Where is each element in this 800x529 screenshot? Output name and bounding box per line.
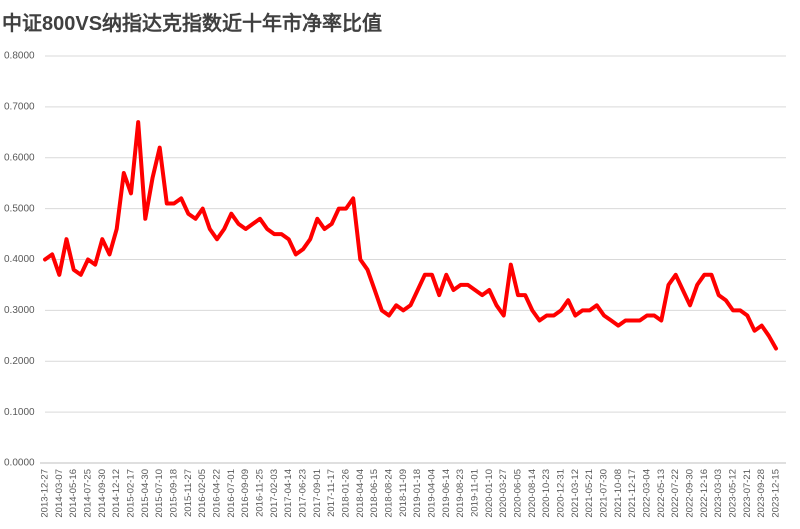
x-tick-label: 2014-03-07 bbox=[54, 469, 65, 518]
x-tick-label: 2023-03-03 bbox=[713, 469, 724, 518]
y-tick-label: 0.0000 bbox=[4, 458, 35, 469]
x-tick-label: 2014-12-12 bbox=[111, 469, 122, 518]
x-tick-label: 2016-11-25 bbox=[255, 469, 266, 517]
chart-title: 中证800VS纳指达克指数近十年市净率比值 bbox=[2, 11, 382, 35]
x-tick-label: 2022-09-30 bbox=[685, 469, 696, 518]
x-tick-label: 2019-01-18 bbox=[412, 469, 423, 518]
x-tick-label: 2017-02-03 bbox=[269, 469, 280, 518]
y-tick-label: 0.4000 bbox=[4, 254, 35, 265]
x-tick-label: 2017-11-17 bbox=[326, 469, 337, 517]
x-tick-label: 2019-06-14 bbox=[441, 469, 452, 518]
x-tick-label: 2019-04-04 bbox=[427, 469, 438, 518]
x-tick-label: 2020-10-23 bbox=[541, 469, 552, 518]
x-tick-label: 2021-10-08 bbox=[613, 469, 624, 518]
x-tick-label: 2019-11-01 bbox=[470, 469, 481, 517]
x-tick-label: 2016-09-09 bbox=[240, 469, 251, 518]
y-tick-label: 0.5000 bbox=[4, 203, 35, 214]
x-tick-label: 2015-07-10 bbox=[154, 469, 165, 518]
y-tick-label: 0.6000 bbox=[4, 152, 35, 163]
x-tick-label: 2015-09-18 bbox=[169, 469, 180, 518]
x-tick-label: 2019-08-23 bbox=[455, 469, 466, 518]
y-tick-label: 0.1000 bbox=[4, 407, 35, 418]
x-tick-label: 2021-07-30 bbox=[599, 469, 610, 518]
x-tick-label: 2023-12-15 bbox=[771, 469, 782, 518]
data-line bbox=[43, 120, 778, 351]
x-tick-label: 2017-06-23 bbox=[298, 469, 309, 518]
x-tick-label: 2020-08-14 bbox=[527, 469, 538, 518]
x-tick-label: 2015-11-27 bbox=[183, 469, 194, 517]
x-tick-label: 2018-08-24 bbox=[384, 469, 395, 518]
x-tick-label: 2017-04-14 bbox=[283, 469, 294, 518]
x-tick-label: 2021-12-17 bbox=[627, 469, 638, 518]
x-tick-label: 2013-12-27 bbox=[40, 469, 51, 518]
x-tick-label: 2020-03-27 bbox=[498, 469, 509, 518]
x-tick-label: 2022-07-22 bbox=[670, 469, 681, 518]
x-tick-label: 2020-06-05 bbox=[513, 469, 524, 518]
x-tick-label: 2018-11-09 bbox=[398, 469, 409, 517]
x-tick-label: 2023-07-21 bbox=[742, 469, 753, 518]
x-tick-label: 2016-02-05 bbox=[197, 469, 208, 518]
y-tick-label: 0.7000 bbox=[4, 102, 35, 113]
x-tick-label: 2022-03-04 bbox=[642, 469, 653, 518]
x-tick-label: 2014-05-16 bbox=[68, 469, 79, 518]
x-tick-label: 2015-04-30 bbox=[140, 469, 151, 518]
x-tick-label: 2020-12-31 bbox=[556, 469, 567, 518]
x-tick-label: 2015-02-17 bbox=[126, 469, 137, 518]
x-tick-label: 2017-09-01 bbox=[312, 469, 323, 518]
y-tick-label: 0.2000 bbox=[4, 356, 35, 367]
x-tick-label: 2023-09-28 bbox=[756, 469, 767, 518]
x-tick-label: 2016-04-22 bbox=[212, 469, 223, 518]
x-tick-label: 2021-05-21 bbox=[584, 469, 595, 518]
x-tick-label: 2021-03-12 bbox=[570, 469, 581, 518]
x-tick-label: 2020-01-10 bbox=[484, 469, 495, 518]
x-tick-label: 2014-07-25 bbox=[83, 469, 94, 518]
x-tick-label: 2018-01-26 bbox=[341, 469, 352, 518]
x-tick-label: 2018-06-15 bbox=[369, 469, 380, 518]
x-tick-label: 2023-05-12 bbox=[728, 469, 739, 518]
x-tick-label: 2016-07-01 bbox=[226, 469, 237, 518]
x-tick-label: 2022-12-16 bbox=[699, 469, 710, 518]
y-tick-label: 0.8000 bbox=[4, 51, 35, 62]
x-tick-label: 2014-09-30 bbox=[97, 469, 108, 518]
x-tick-label: 2022-05-13 bbox=[656, 469, 667, 518]
x-tick-label: 2018-04-04 bbox=[355, 469, 366, 518]
y-tick-label: 0.3000 bbox=[4, 305, 35, 316]
